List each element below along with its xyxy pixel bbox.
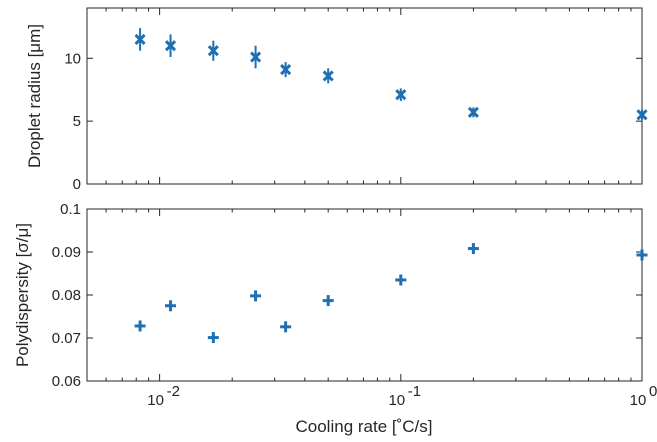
top-ticks: 0 5 10: [64, 8, 643, 193]
data-point: [636, 109, 648, 121]
x-marker-stroke: [250, 51, 262, 63]
bottom-y-axis-label: Polydispersity [σ/μ]: [13, 223, 32, 367]
y-tick-label: 10: [64, 50, 81, 67]
data-point: [250, 290, 262, 302]
data-point: [134, 28, 146, 51]
x-marker-stroke: [467, 106, 479, 118]
x-tick-label: 10: [147, 392, 164, 409]
data-point: [280, 62, 292, 78]
data-point: [395, 88, 407, 102]
x-marker-stroke: [636, 109, 648, 121]
x-tick-label-exponent: -1: [408, 383, 421, 400]
x-tick-label-exponent: -2: [167, 383, 180, 400]
data-point: [165, 300, 177, 312]
y-tick-label: 0.09: [52, 244, 81, 261]
top-y-axis-label: Droplet radius [μm]: [25, 24, 44, 168]
data-point: [134, 320, 146, 332]
x-tick-label: 10: [388, 392, 405, 409]
top-data-points: [134, 28, 648, 121]
data-point: [207, 40, 219, 61]
y-tick-label: 0.06: [52, 373, 81, 390]
top-plot-frame: [86, 7, 643, 185]
x-marker-stroke: [280, 64, 292, 76]
x-marker-stroke: [395, 89, 407, 101]
x-tick-label-exponent: 0: [649, 383, 657, 400]
y-tick-label: 0.07: [52, 330, 81, 347]
data-point: [467, 106, 479, 118]
data-point: [280, 321, 292, 333]
bottom-data-points: [134, 243, 648, 344]
x-axis-label: Cooling rate [˚C/s]: [296, 417, 433, 436]
y-tick-label: 5: [73, 113, 81, 130]
bottom-plot-frame: [86, 208, 643, 382]
x-marker-stroke: [322, 70, 334, 82]
data-point: [250, 45, 262, 69]
x-marker-stroke: [207, 45, 219, 57]
data-point: [322, 68, 334, 84]
data-point: [322, 295, 334, 307]
y-tick-label: 0.08: [52, 287, 81, 304]
data-point: [207, 332, 219, 344]
x-tick-label: 10: [630, 392, 647, 409]
data-point: [467, 243, 479, 255]
x-marker-stroke: [164, 40, 177, 52]
y-tick-label: 0: [73, 176, 81, 193]
droplet-radius-panel: 0 5 10 Droplet radius [μm]: [25, 7, 648, 193]
x-marker-stroke: [134, 33, 146, 45]
data-point: [636, 249, 648, 261]
data-point: [164, 34, 177, 58]
y-tick-label: 0.1: [60, 201, 81, 218]
data-point: [395, 274, 407, 286]
